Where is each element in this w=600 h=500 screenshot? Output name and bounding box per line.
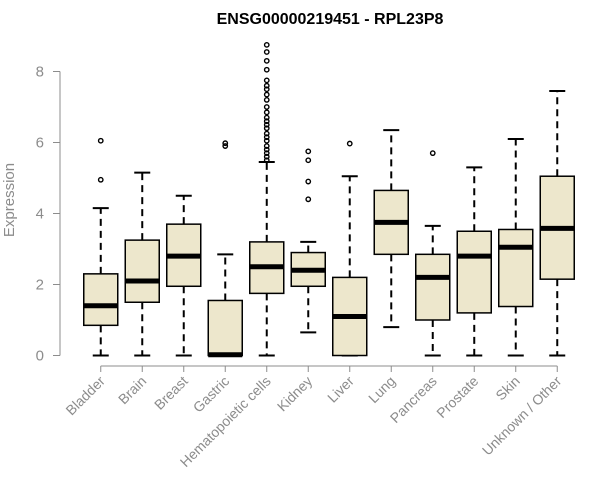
outlier-point	[305, 178, 312, 185]
outlier-point	[263, 146, 270, 153]
y-axis-label: Expression	[1, 163, 18, 237]
outlier-point	[263, 104, 270, 110]
y-tick-label: 4	[36, 206, 44, 223]
box-group	[207, 140, 243, 358]
box-group	[166, 194, 202, 357]
outlier-point	[263, 143, 270, 149]
x-tick-label: Bladder	[62, 373, 108, 419]
box-iqr	[456, 230, 492, 314]
boxes	[83, 41, 575, 358]
outlier-point	[429, 150, 436, 157]
box-group	[332, 140, 368, 357]
outlier-point	[263, 157, 270, 164]
outlier-point	[263, 150, 270, 157]
outlier-point	[263, 121, 270, 128]
x-tick-label: Lung	[365, 373, 398, 406]
outlier-point	[263, 77, 270, 84]
outlier-point	[305, 148, 312, 155]
box-iqr	[498, 228, 534, 308]
box-group	[415, 150, 451, 357]
outlier-point	[222, 140, 229, 147]
outlier-point	[263, 153, 270, 160]
box-group	[539, 90, 575, 357]
outlier-point	[263, 137, 270, 144]
box-iqr	[124, 239, 160, 303]
y-axis: 0 2 4 6 8	[36, 64, 61, 365]
outlier-point	[263, 66, 270, 73]
outlier-point	[263, 134, 270, 141]
outlier-point	[97, 176, 104, 183]
box-iqr	[207, 299, 243, 357]
outlier-point	[263, 86, 270, 93]
outlier-point	[263, 57, 270, 64]
x-tick-label: Unknown / Other	[479, 373, 565, 459]
outlier-point	[263, 130, 270, 137]
outlier-point	[305, 157, 312, 164]
outlier-point	[263, 41, 270, 48]
x-tick-label: Brain	[115, 373, 149, 407]
outlier-point	[263, 118, 270, 125]
box-group	[456, 166, 492, 357]
x-tick-label: Kidney	[274, 373, 316, 415]
outlier-point	[263, 49, 270, 55]
outlier-point	[346, 140, 353, 147]
outlier-point	[263, 109, 270, 116]
box-group	[290, 148, 326, 334]
box-iqr	[415, 253, 451, 321]
box-group	[83, 137, 119, 357]
outlier-point	[263, 97, 270, 103]
outlier-point	[97, 137, 104, 144]
x-tick-label: Prostate	[433, 373, 481, 421]
outlier-point	[263, 125, 270, 132]
x-tick-label: Liver	[324, 373, 357, 406]
chart-title: ENSG00000219451 - RPL23P8	[217, 11, 444, 28]
box-group	[373, 129, 409, 329]
y-tick-label: 8	[36, 64, 44, 81]
outlier-point	[305, 196, 312, 203]
box-group	[124, 171, 160, 357]
box-group	[249, 41, 285, 357]
x-tick-label: Breast	[151, 373, 191, 413]
x-tick-label: Skin	[492, 373, 523, 404]
box-group	[498, 137, 534, 357]
outlier-point	[263, 82, 270, 89]
box-iqr	[83, 273, 119, 327]
outlier-point	[263, 114, 270, 121]
y-tick-label: 0	[36, 348, 44, 365]
outlier-point	[222, 143, 229, 149]
y-tick-label: 2	[36, 277, 44, 294]
y-tick-label: 6	[36, 135, 44, 152]
outlier-point	[263, 91, 270, 98]
